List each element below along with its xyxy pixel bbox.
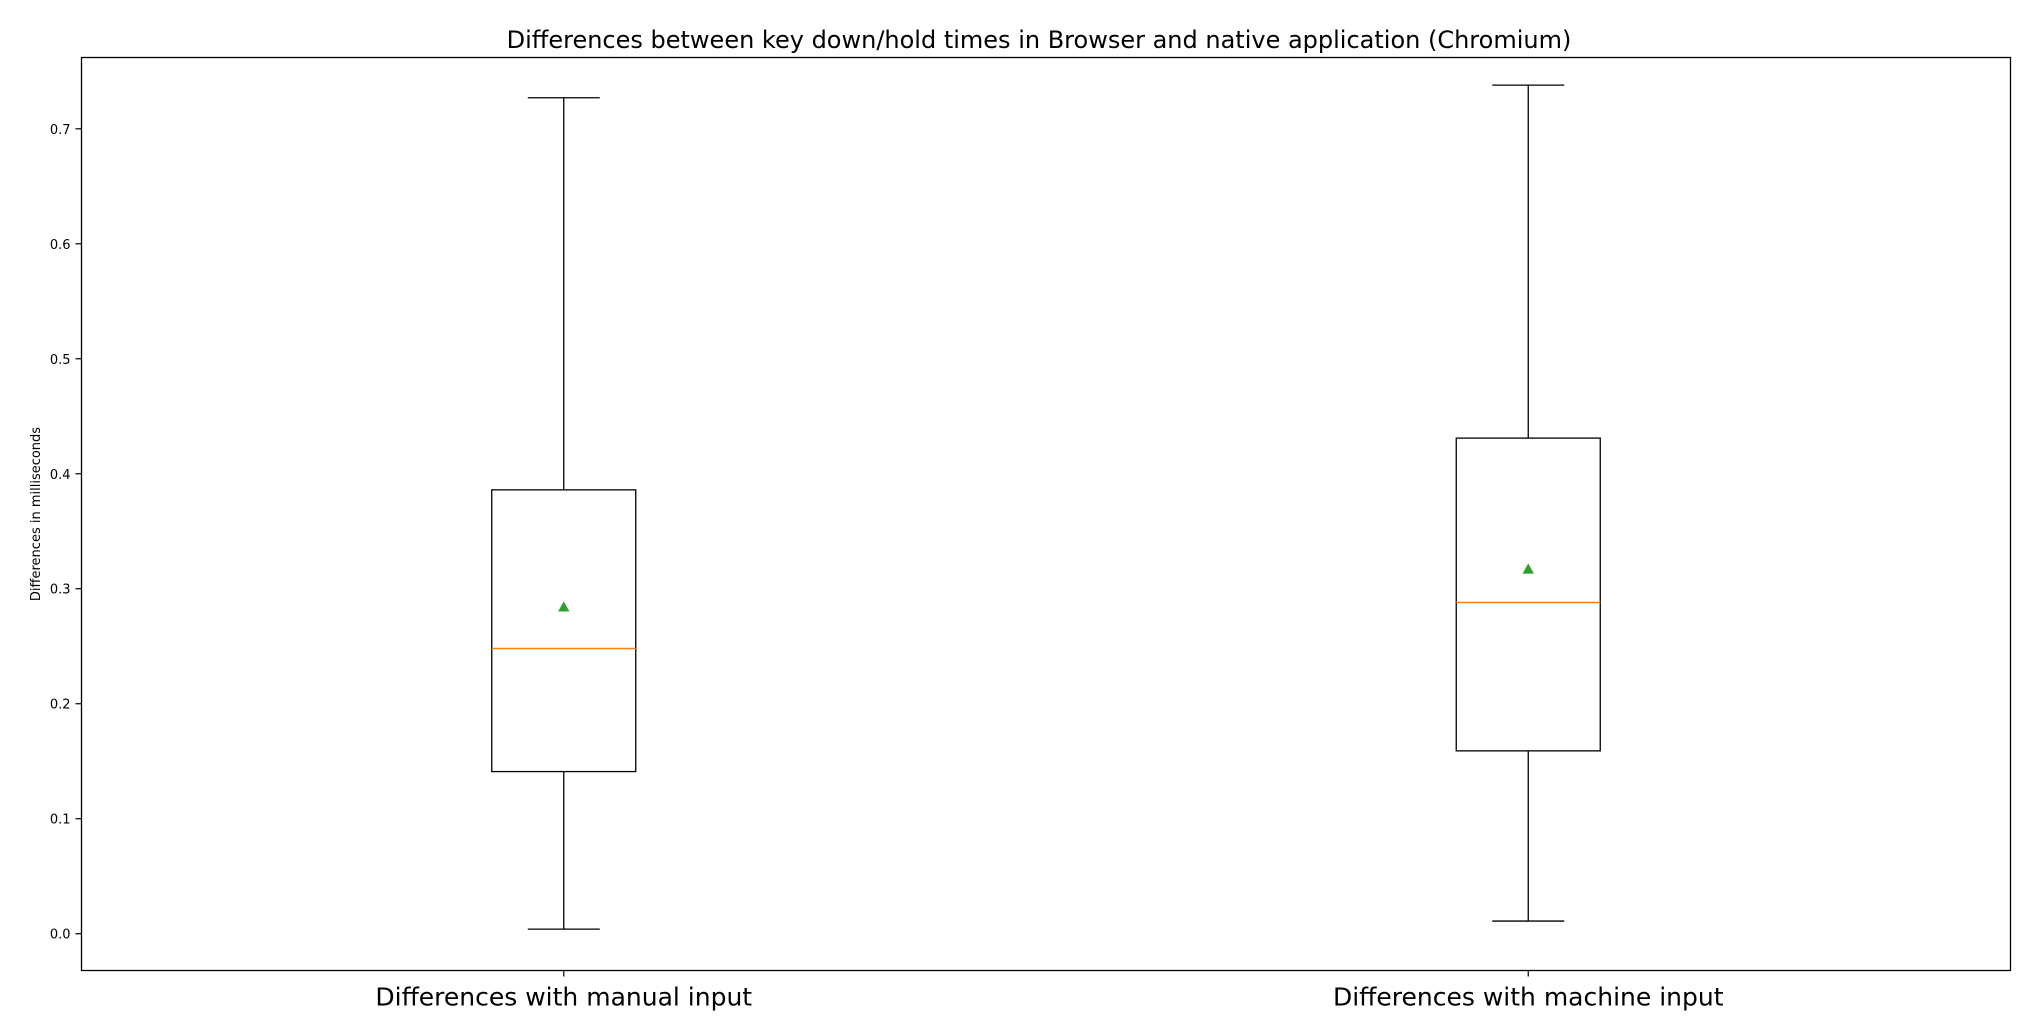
mean-marker: [558, 601, 570, 612]
x-axis-ticks: Differences with manual input Differences…: [375, 970, 1724, 1012]
y-tick-label: 0.6: [50, 238, 71, 253]
iqr-box: [1455, 437, 1601, 752]
y-tick-label: 0.5: [50, 353, 71, 368]
boxplot-series: [491, 84, 1601, 930]
plot-area-frame: [80, 56, 2012, 972]
x-tick-label: Differences with machine input: [1333, 983, 1724, 1012]
x-tick-label: Differences with manual input: [375, 983, 752, 1012]
iqr-box: [491, 489, 637, 773]
y-tick-label: 0.0: [50, 928, 71, 943]
mean-marker: [1522, 563, 1534, 574]
y-tick-label: 0.4: [50, 468, 71, 483]
box-group: [1455, 84, 1601, 922]
y-tick-label: 0.2: [50, 698, 71, 713]
box-group: [491, 97, 637, 930]
y-tick-label: 0.3: [50, 583, 71, 598]
y-axis-ticks: 0.0 0.1 0.2 0.3 0.4 0.5 0.6 0.7: [50, 123, 82, 943]
chart-title: Differences between key down/hold times …: [507, 26, 1572, 54]
y-tick-label: 0.1: [50, 813, 71, 828]
y-axis-label: Differences in milliseconds: [29, 427, 44, 601]
y-tick-label: 0.7: [50, 123, 71, 138]
